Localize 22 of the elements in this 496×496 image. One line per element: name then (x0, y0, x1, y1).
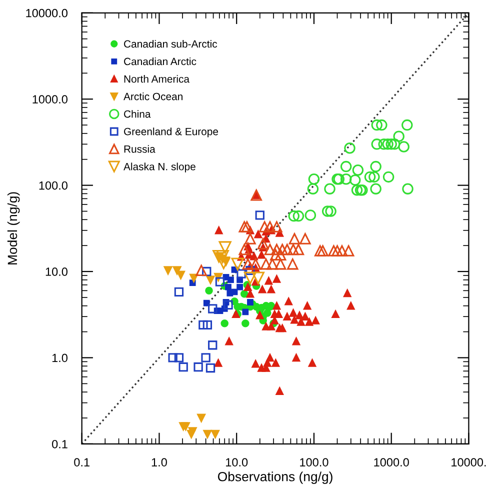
x-tick-label: 0.1 (74, 458, 90, 466)
legend-label: North America (124, 75, 190, 83)
x-tick-label: 100.0 (300, 458, 328, 466)
y-tick-label: 100.0 (39, 181, 68, 190)
y-tick-label: 10.0 (46, 268, 68, 276)
legend-label: Alaska N. slope (124, 162, 196, 172)
x-axis-title: Observations (ng/g) (218, 472, 332, 484)
x-tick-label: 1000.0 (374, 458, 409, 466)
legend-label: Greenland & Europe (124, 128, 218, 138)
y-tick-label: 0.1 (52, 440, 68, 448)
y-axis-title: Model (ng/g) (7, 192, 20, 264)
legend-label: Canadian sub-Arctic (124, 40, 218, 48)
y-tick-label: 1.0 (52, 354, 68, 362)
legend-label: Russia (124, 145, 156, 153)
legend-label: China (124, 110, 151, 118)
y-tick-label: 10000.0 (26, 8, 68, 18)
x-tick-label: 10.0 (226, 458, 248, 466)
x-tick-label: 10000. (452, 458, 486, 466)
legend-label: Arctic Ocean (124, 92, 182, 100)
legend-label: Canadian Arctic (124, 58, 196, 66)
y-tick-label: 1000.0 (32, 95, 68, 104)
x-tick-label: 1.0 (152, 458, 167, 466)
